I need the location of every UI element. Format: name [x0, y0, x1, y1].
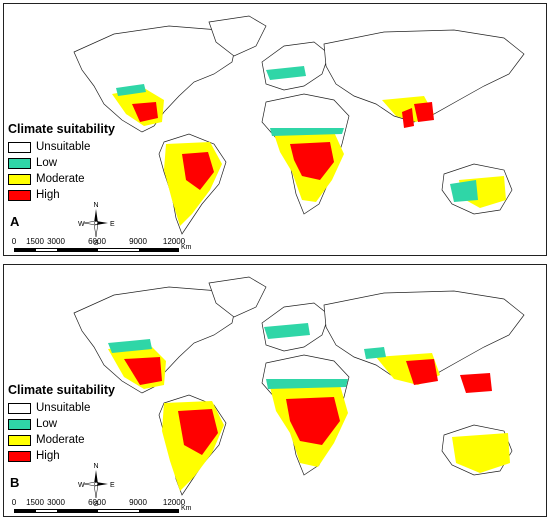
scale-tick: 0: [11, 237, 17, 246]
legend-item-low: Low: [8, 155, 158, 171]
compass-e: E: [110, 221, 115, 228]
asia-landmass: [323, 29, 525, 123]
legend-item-moderate: Moderate: [8, 171, 158, 187]
scale-unit: Km: [181, 505, 192, 512]
scale-tick: 12000: [162, 498, 186, 507]
compass-e: E: [110, 482, 115, 489]
scale-tick: 3000: [47, 498, 65, 507]
north-america-landmass: [73, 286, 237, 394]
scale-tick: 9000: [129, 498, 147, 507]
legend-label: Low: [36, 418, 58, 430]
legend: Climate suitability Unsuitable Low Moder…: [8, 122, 158, 203]
scale-bar: 0 1500 3000 6000 9000 12000 Km: [8, 237, 192, 255]
scale-tick: 1500: [26, 237, 44, 246]
europe-landmass: [261, 41, 330, 91]
legend-item-unsuitable: Unsuitable: [8, 400, 158, 416]
legend-swatch-high: [8, 450, 31, 462]
compass-w: W: [78, 221, 85, 228]
scale-bar: 0 1500 3000 6000 9000 12000 Km: [8, 498, 192, 516]
greenland-landmass: [208, 15, 267, 57]
legend-swatch-unsuitable: [8, 141, 31, 153]
legend: Climate suitability Unsuitable Low Moder…: [8, 383, 158, 464]
scale-bar-segments: [14, 509, 179, 513]
map-panel-a: Climate suitability Unsuitable Low Moder…: [3, 3, 547, 256]
north-arrow-icon: N S W E: [78, 202, 115, 246]
legend-title: Climate suitability: [8, 122, 115, 136]
legend-label: Unsuitable: [36, 402, 91, 414]
scale-tick: 0: [11, 498, 17, 507]
world-map-b: [73, 276, 525, 496]
legend-swatch-low: [8, 157, 31, 169]
world-map-a: [73, 15, 525, 235]
scale-tick: 9000: [129, 237, 147, 246]
legend-item-high: High: [8, 187, 158, 203]
legend-item-moderate: Moderate: [8, 432, 158, 448]
compass-n: N: [93, 463, 98, 470]
scale-tick: 3000: [47, 237, 65, 246]
map-panel-b: Climate suitability Unsuitable Low Moder…: [3, 264, 547, 517]
scale-tick: 1500: [26, 498, 44, 507]
north-america-landmass: [73, 25, 237, 133]
legend-item-high: High: [8, 448, 158, 464]
compass-s: S: [94, 240, 99, 246]
scale-tick: 6000: [88, 237, 106, 246]
scale-bar-segments: [14, 248, 179, 252]
scale-tick: 12000: [162, 237, 186, 246]
legend-label: Moderate: [36, 434, 85, 446]
legend-swatch-unsuitable: [8, 402, 31, 414]
scale-tick: 6000: [88, 498, 106, 507]
legend-swatch-low: [8, 418, 31, 430]
legend-swatch-moderate: [8, 173, 31, 185]
compass-n: N: [93, 202, 98, 209]
legend-label: Moderate: [36, 173, 85, 185]
legend-item-low: Low: [8, 416, 158, 432]
legend-swatch-moderate: [8, 434, 31, 446]
panel-label: B: [10, 475, 20, 490]
scale-unit: Km: [181, 244, 192, 251]
legend-label: High: [36, 450, 60, 462]
legend-title: Climate suitability: [8, 383, 115, 397]
north-arrow-icon: N S W E: [78, 463, 115, 507]
legend-item-unsuitable: Unsuitable: [8, 139, 158, 155]
panel-label: A: [10, 214, 20, 229]
asia-landmass: [323, 290, 525, 384]
greenland-landmass: [208, 276, 267, 318]
legend-label: High: [36, 189, 60, 201]
legend-swatch-high: [8, 189, 31, 201]
compass-w: W: [78, 482, 85, 489]
legend-label: Unsuitable: [36, 141, 91, 153]
legend-label: Low: [36, 157, 58, 169]
compass-s: S: [94, 501, 99, 507]
